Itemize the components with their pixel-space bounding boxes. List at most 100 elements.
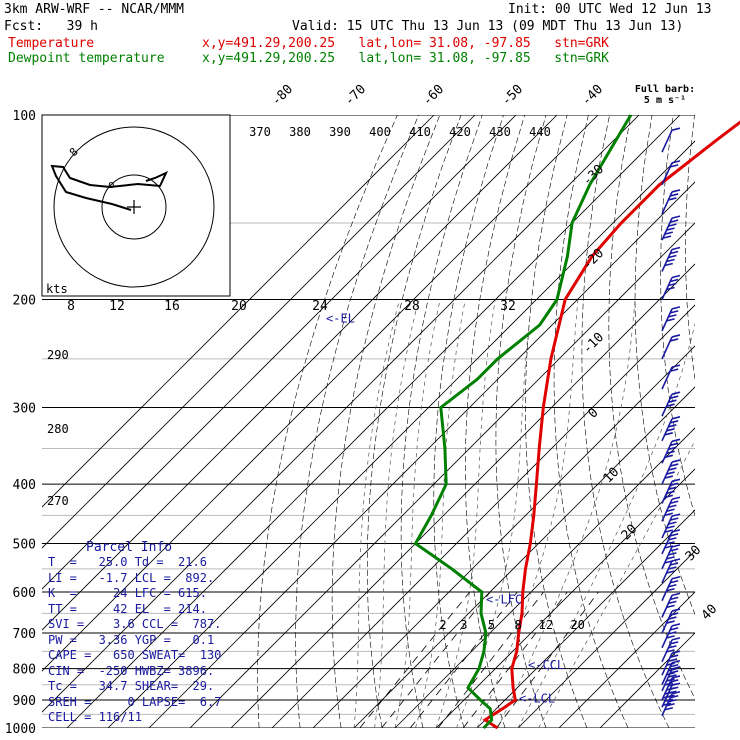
wind-barb-flag xyxy=(668,674,677,678)
hodograph-ring-outer xyxy=(53,126,215,288)
wind-barb-flag xyxy=(664,475,673,479)
wind-barb-flag xyxy=(666,318,675,322)
theta-label: 440 xyxy=(529,125,551,139)
mixing-ratio-label: 3 xyxy=(460,618,467,632)
wind-barb xyxy=(661,592,681,618)
level-marker: <-LCL xyxy=(519,692,555,706)
moist-adiabat-line xyxy=(353,299,400,728)
parcel-info-row: CIN = -250 HWBZ= 3896. xyxy=(48,663,215,678)
pressure-tick-label: 900 xyxy=(13,694,36,709)
wind-barb-flag xyxy=(664,529,673,533)
isotherm-line xyxy=(107,140,695,728)
wind-barb xyxy=(661,127,681,153)
parcel-info-box: Parcel Info T = 25.0 Td = 21.6 LI = -1.7 … xyxy=(48,540,221,726)
wind-barb xyxy=(661,391,681,417)
sounding-profiles xyxy=(413,114,740,730)
dewpoint-point-info: x,y=491.29,200.25 lat,lon= 31.08, -97.85… xyxy=(202,51,609,66)
wind-barb xyxy=(661,246,681,272)
pressure-tick-label: 200 xyxy=(13,294,36,309)
wind-barb-flag xyxy=(670,442,679,447)
wind-barb xyxy=(661,189,681,215)
wind-barb xyxy=(661,215,681,241)
wind-barb-flag xyxy=(664,432,673,436)
theta-label: 390 xyxy=(329,125,351,139)
isotherm-label: 30 xyxy=(683,543,705,565)
wind-barb xyxy=(661,659,681,686)
wind-barb-flag xyxy=(668,467,677,471)
wind-barb-flag xyxy=(666,570,675,574)
wind-barb-flag xyxy=(668,631,677,635)
wind-barb xyxy=(661,666,681,692)
parcel-info-title: Parcel Info xyxy=(86,540,173,555)
wind-barb-flag xyxy=(670,482,679,487)
parcel-info-row: SVI = 3.6 CCL = 787. xyxy=(48,617,222,631)
theta-left-label: 290 xyxy=(47,348,69,362)
moist-adiabat-line xyxy=(538,439,695,728)
theta-label: 420 xyxy=(449,125,471,139)
wind-barb-flag xyxy=(668,197,677,201)
dry-adiabat-line xyxy=(634,115,695,615)
hodograph-storm-marker: o xyxy=(108,178,115,191)
wind-barb-flag xyxy=(671,608,681,612)
wind-barb-flag xyxy=(662,702,672,707)
dry-adiabat-line xyxy=(331,115,441,728)
isotherm-line xyxy=(189,222,695,728)
theta-label: 380 xyxy=(289,125,311,139)
wind-barb-flag xyxy=(670,596,679,601)
wind-barb-staff xyxy=(661,129,673,153)
isotherm-line xyxy=(230,263,695,728)
wind-barb-flag xyxy=(670,368,679,372)
barb-legend-units: 5 m s⁻¹ xyxy=(644,95,686,106)
wind-barb-flag xyxy=(668,583,677,588)
isotherm-line xyxy=(353,386,695,728)
wind-barb-flag xyxy=(666,620,675,624)
wind-barb-flag xyxy=(666,702,675,707)
wind-barb-flag xyxy=(668,424,677,428)
wind-barb-flag xyxy=(668,254,677,259)
wind-barb-flag xyxy=(668,537,677,541)
moist-adiabat-line xyxy=(476,299,579,728)
pressure-tick-label: 1000 xyxy=(5,722,36,737)
hodograph-frame xyxy=(41,114,231,297)
temperature-point-info: x,y=491.29,200.25 lat,lon= 31.08, -97.85… xyxy=(202,36,609,51)
wind-barb-flag xyxy=(668,399,677,403)
wind-barb xyxy=(661,558,681,584)
wind-barb-flag xyxy=(671,575,681,580)
wind-barb xyxy=(661,334,681,360)
barb-legend-title: Full barb: xyxy=(635,84,695,95)
wind-barb-flag xyxy=(666,490,675,495)
parcel-info-row: TT = 42 EL = 214. xyxy=(48,601,207,616)
pressure-tick-label: 500 xyxy=(13,537,36,552)
init-time: Init: 00 UTC Wed 12 Jun 13 xyxy=(508,2,712,17)
wind-barb-flag xyxy=(670,338,679,342)
dry-adiabat-line xyxy=(367,115,462,728)
wind-barb-flag xyxy=(666,227,675,231)
isotherm-line xyxy=(42,115,599,672)
wind-barb-flag xyxy=(670,670,679,674)
wind-barb xyxy=(661,637,681,663)
wind-barb-flag xyxy=(671,623,681,627)
moist-adiabat-line xyxy=(394,299,441,728)
wind-barb-flag xyxy=(670,193,679,197)
isotherm-line xyxy=(517,550,695,728)
wind-barb-flag xyxy=(666,671,675,676)
isotherm-line xyxy=(394,427,695,728)
wind-barb-flag xyxy=(670,694,679,699)
wind-barb-flag xyxy=(668,314,677,318)
level-marker: <-CCL xyxy=(528,658,564,672)
moist-adiabat-line xyxy=(415,299,466,728)
mixing-ratio-line xyxy=(437,591,544,728)
wind-barb xyxy=(661,608,681,634)
wind-barb-flag xyxy=(666,687,675,691)
wind-barb xyxy=(661,478,681,504)
wind-barb-flag xyxy=(664,512,673,517)
dry-adiabat-line xyxy=(295,115,419,728)
wind-barb-flag xyxy=(662,235,672,239)
wind-barb-flag xyxy=(666,450,675,455)
isotherm-label: 20 xyxy=(619,522,641,544)
parcel-info-row: CELL = 116/11 xyxy=(48,710,142,724)
mixing-ratio-label: 2 xyxy=(439,618,446,632)
hodograph-ring-inner xyxy=(101,174,167,240)
wind-barb-flag xyxy=(668,521,677,525)
wind-barb-flag xyxy=(670,579,679,584)
